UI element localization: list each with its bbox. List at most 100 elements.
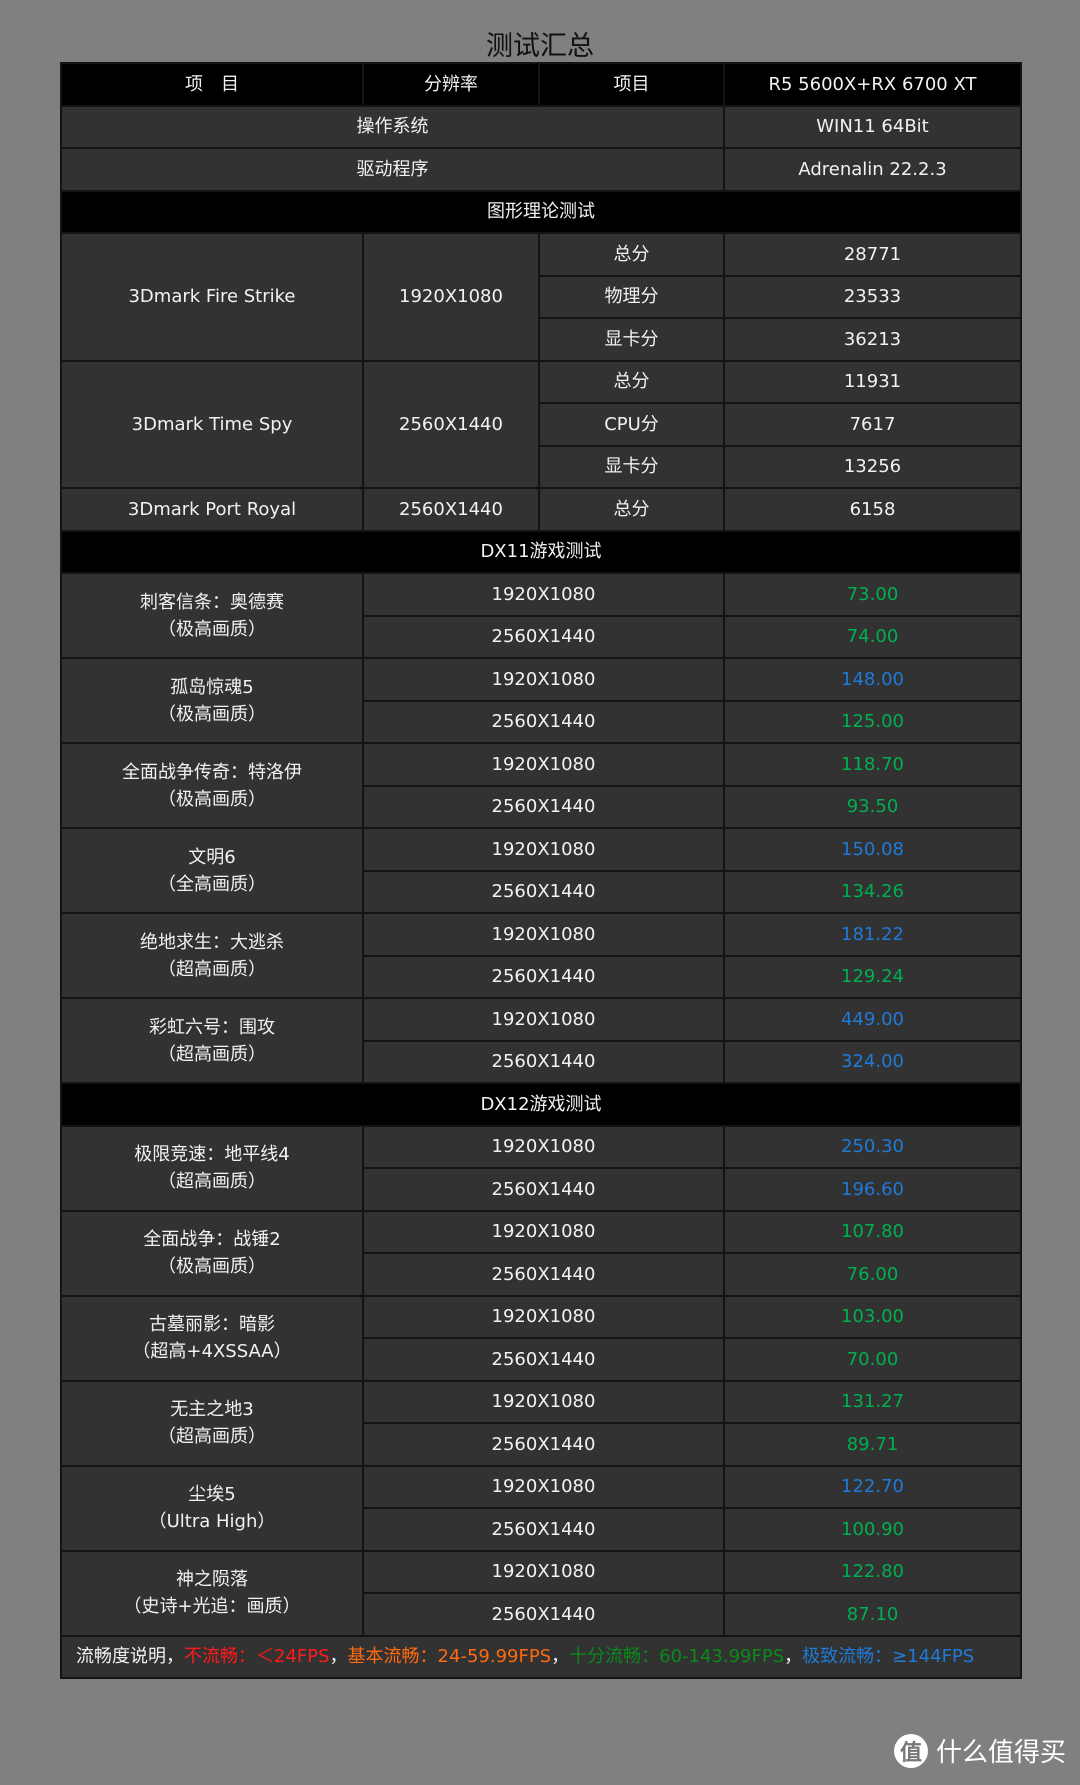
game-row: 2560X1440 76.00 bbox=[61, 1252, 1022, 1297]
resolution: 1920X1080 bbox=[362, 997, 725, 1042]
game-name: 古墓丽影：暗影 （超高+4XSSAA） bbox=[60, 1294, 364, 1382]
resolution: 2560X1440 bbox=[362, 1167, 725, 1212]
info-label: 操作系统 bbox=[60, 104, 725, 149]
page-title: 测试汇总 bbox=[486, 31, 594, 62]
fps-value: 148.00 bbox=[723, 657, 1022, 702]
info-row: 操作系统 WIN11 64Bit bbox=[60, 104, 1022, 149]
legend-item: 十分流畅：60-143.99FPS bbox=[569, 1646, 785, 1668]
section-title: DX11游戏测试 bbox=[60, 529, 1022, 574]
fps-value: 93.50 bbox=[723, 784, 1022, 829]
game-name: 全面战争：战锤2 （极高画质） bbox=[60, 1209, 364, 1297]
fps-value: 324.00 bbox=[723, 1039, 1022, 1084]
fps-value: 134.26 bbox=[723, 869, 1022, 914]
section-title: 图形理论测试 bbox=[60, 189, 1022, 234]
game-row: 2560X1440 100.90 bbox=[61, 1507, 1022, 1552]
fps-value: 76.00 bbox=[723, 1252, 1022, 1297]
game-row: 2560X1440 129.24 bbox=[61, 954, 1022, 999]
game-quality: （极高画质） bbox=[158, 618, 266, 640]
header-row: 项 目分辨率 项目 R5 5600X+RX 6700 XT bbox=[60, 62, 1022, 107]
game-name: 古墓丽影：暗影 bbox=[149, 1314, 275, 1335]
game-row: 2560X1440 87.10 bbox=[61, 1592, 1022, 1637]
game-quality: （极高画质） bbox=[158, 703, 266, 725]
summary-table: 项 目分辨率 项目 R5 5600X+RX 6700 XT 操作系统 WIN11 64B… bbox=[60, 62, 1022, 1679]
watermark: 值什么值得买 bbox=[893, 1732, 1066, 1769]
game-row: 2560X1440 89.71 bbox=[61, 1422, 1022, 1467]
game-quality: （超高画质） bbox=[158, 1426, 266, 1447]
game-name: 文明6 （全高画质） bbox=[60, 827, 364, 914]
game-name: 全面战争传奇：特洛伊 bbox=[122, 761, 302, 783]
score-value: 28771 bbox=[723, 232, 1022, 277]
resolution: 2560X1440 bbox=[362, 614, 725, 659]
game-row: 2560X1440 93.50 bbox=[61, 784, 1022, 829]
score-type: 总分 bbox=[538, 359, 725, 404]
game-quality: （超高画质） bbox=[158, 1043, 266, 1065]
header-cell: 项 目 bbox=[60, 62, 364, 107]
game-name: 文明6 bbox=[188, 846, 236, 868]
game-name: 无主之地3 （超高画质） bbox=[60, 1379, 364, 1467]
info-value: Adrenalin 22.2.3 bbox=[723, 147, 1022, 192]
resolution: 1920X1080 bbox=[362, 1379, 725, 1424]
score-type: 显卡分 bbox=[538, 444, 725, 489]
fps-value: 181.22 bbox=[723, 912, 1022, 957]
resolution: 2560X1440 bbox=[362, 1422, 725, 1467]
game-name: 极限竞速：地平线4 （超高画质） bbox=[60, 1124, 364, 1212]
fps-value: 118.70 bbox=[723, 742, 1022, 787]
fps-value: 107.80 bbox=[723, 1209, 1022, 1254]
game-row: 2560X1440 74.00 bbox=[61, 614, 1022, 659]
fps-value: 250.30 bbox=[723, 1124, 1022, 1169]
fps-value: 74.00 bbox=[723, 614, 1022, 659]
resolution: 1920X1080 bbox=[362, 1549, 725, 1594]
game-name: 全面战争：战锤2 bbox=[143, 1229, 281, 1250]
game-name: 绝地求生：大逃杀 （超高画质） bbox=[60, 912, 364, 999]
legend-item: ， bbox=[551, 1646, 570, 1668]
resolution: 1920X1080 bbox=[362, 1464, 725, 1509]
fps-value: 449.00 bbox=[723, 997, 1022, 1042]
legend-item: 流畅度说明， bbox=[76, 1646, 184, 1668]
resolution: 1920X1080 bbox=[362, 827, 725, 872]
resolution: 1920X1080 bbox=[362, 232, 540, 362]
legend-item: ， bbox=[784, 1646, 803, 1668]
game-name: 彩虹六号：围攻 bbox=[149, 1016, 275, 1038]
resolution: 2560X1440 bbox=[362, 487, 540, 532]
resolution: 2560X1440 bbox=[362, 359, 540, 489]
benchmark-row: CPU分 7617 bbox=[61, 402, 1022, 447]
resolution: 2560X1440 bbox=[362, 1039, 725, 1084]
resolution: 1920X1080 bbox=[362, 742, 725, 787]
game-quality: （超高+4XSSAA） bbox=[132, 1341, 292, 1362]
game-quality: （极高画质） bbox=[158, 1256, 266, 1277]
game-name: 刺客信条：奥德赛 bbox=[140, 591, 284, 613]
resolution: 2560X1440 bbox=[362, 1252, 725, 1297]
game-quality: （极高画质） bbox=[158, 788, 266, 810]
score-type: 总分 bbox=[538, 487, 725, 532]
game-name: 彩虹六号：围攻 （超高画质） bbox=[60, 997, 364, 1084]
game-quality: （全高画质） bbox=[158, 873, 266, 895]
fps-value: 89.71 bbox=[723, 1422, 1022, 1467]
resolution: 2560X1440 bbox=[362, 1592, 725, 1637]
fps-value: 122.80 bbox=[723, 1549, 1022, 1594]
fps-value: 87.10 bbox=[723, 1592, 1022, 1637]
resolution: 1920X1080 bbox=[362, 1124, 725, 1169]
game-name: 尘埃5 （Ultra High） bbox=[60, 1464, 364, 1552]
header-cell: 项目 bbox=[538, 62, 725, 107]
game-row: 刺客信条：奥德赛 （极高画质） 1920X1080 73.00 bbox=[60, 572, 1022, 659]
resolution: 2560X1440 bbox=[362, 954, 725, 999]
fps-value: 70.00 bbox=[723, 1337, 1022, 1382]
fps-value: 131.27 bbox=[723, 1379, 1022, 1424]
game-quality: （超高画质） bbox=[158, 958, 266, 980]
game-row: 孤岛惊魂5 （极高画质） 1920X1080 148.00 bbox=[60, 657, 1022, 744]
score-value: 7617 bbox=[723, 402, 1022, 447]
game-name: 绝地求生：大逃杀 bbox=[140, 931, 284, 953]
game-quality: （Ultra High） bbox=[148, 1511, 276, 1532]
game-name: 刺客信条：奥德赛 （极高画质） bbox=[60, 572, 364, 659]
game-row: 2560X1440 196.60 bbox=[61, 1167, 1022, 1212]
resolution: 2560X1440 bbox=[362, 1337, 725, 1382]
resolution: 2560X1440 bbox=[362, 784, 725, 829]
fps-value: 100.90 bbox=[723, 1507, 1022, 1552]
game-row: 全面战争传奇：特洛伊 （极高画质） 1920X1080 118.70 bbox=[60, 742, 1022, 829]
game-row: 2560X1440 125.00 bbox=[61, 699, 1022, 744]
fps-value: 129.24 bbox=[723, 954, 1022, 999]
game-row: 绝地求生：大逃杀 （超高画质） 1920X1080 181.22 bbox=[60, 912, 1022, 999]
section-row: DX12游戏测试 bbox=[60, 1082, 1022, 1127]
fps-value: 103.00 bbox=[723, 1294, 1022, 1339]
resolution: 2560X1440 bbox=[362, 699, 725, 744]
